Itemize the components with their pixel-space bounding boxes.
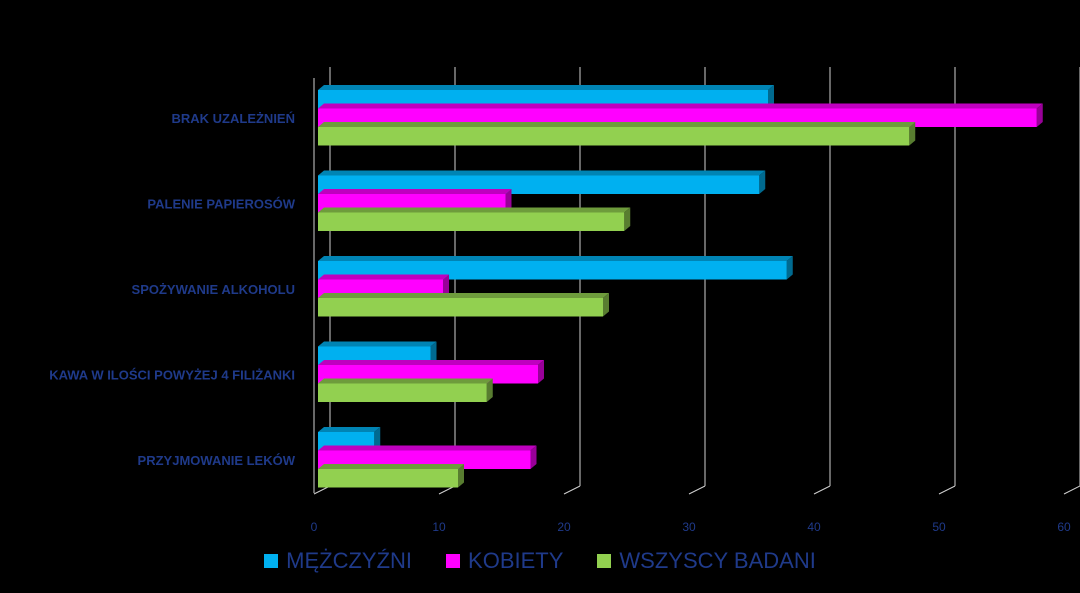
bar-top	[318, 445, 537, 451]
legend-label: KOBIETY	[468, 548, 564, 573]
bar-front	[318, 383, 487, 402]
category-label: PALENIE PAPIEROSÓW	[147, 196, 295, 211]
bar-side	[486, 378, 493, 402]
bar-top	[318, 293, 609, 298]
bar-front	[318, 469, 458, 488]
bar	[318, 207, 631, 231]
bar-top	[318, 464, 464, 469]
legend-label: MĘŻCZYŹNI	[286, 548, 413, 573]
gridline-floor	[938, 485, 956, 495]
bar-side	[603, 293, 609, 317]
category-label: SPOŻYWANIE ALKOHOLU	[132, 282, 295, 297]
x-tick-label: 0	[311, 520, 318, 534]
bar-front	[318, 212, 625, 231]
bar-side	[759, 170, 766, 194]
x-tick-label: 30	[682, 520, 696, 534]
bar-top	[318, 207, 631, 213]
gridline-floor	[563, 485, 581, 495]
category-label: BRAK UZALEŻNIEŃ	[172, 111, 296, 126]
bar-side	[624, 207, 631, 231]
x-tick-label: 20	[557, 520, 571, 534]
bar-side	[530, 445, 537, 469]
bar-top	[318, 103, 1043, 109]
bar-top	[318, 274, 449, 280]
bar-side	[909, 122, 916, 146]
legend-swatch	[446, 554, 461, 568]
bar-side	[443, 274, 449, 298]
bar-side	[458, 464, 464, 488]
bar-side	[430, 341, 437, 365]
gridline-floor	[1063, 485, 1080, 495]
bar-front	[318, 127, 910, 146]
legend-item: WSZYSCY BADANI	[597, 548, 816, 574]
legend-swatch	[264, 554, 279, 568]
bar-side	[1036, 103, 1043, 127]
bar-front	[318, 298, 603, 317]
bar-top	[318, 341, 437, 347]
bar-side	[374, 427, 381, 451]
gridline-floor	[813, 485, 831, 495]
bar-top	[318, 189, 512, 194]
bar-side	[768, 85, 774, 109]
category-label: KAWA W ILOŚCI POWYŻEJ 4 FILIŻANKI	[49, 367, 295, 382]
bar-top	[318, 378, 493, 384]
bar-top	[318, 85, 774, 90]
category-label: PRZYJMOWANIE LEKÓW	[138, 453, 296, 468]
x-tick-label: 10	[432, 520, 446, 534]
legend: MĘŻCZYŹNI KOBIETY WSZYSCY BADANI	[0, 548, 1080, 574]
bar-top	[318, 360, 544, 365]
bar-side	[505, 189, 512, 213]
tick-labels: 0 10 20 30 40 50 60	[311, 520, 1071, 534]
bar	[318, 293, 609, 317]
bar	[318, 122, 916, 146]
legend-item: MĘŻCZYŹNI	[264, 548, 412, 574]
bar-top	[318, 256, 793, 261]
x-tick-label: 50	[932, 520, 946, 534]
legend-label: WSZYSCY BADANI	[619, 548, 816, 573]
bar-side	[786, 256, 793, 280]
category-labels: BRAK UZALEŻNIEŃ PALENIE PAPIEROSÓW SPOŻYWA…	[49, 111, 296, 468]
bar-top	[318, 122, 916, 127]
bars	[318, 85, 1043, 488]
legend-swatch	[597, 554, 612, 568]
legend-item: KOBIETY	[446, 548, 563, 574]
x-tick-label: 40	[807, 520, 821, 534]
gridline-floor	[688, 485, 706, 495]
bar-side	[538, 360, 544, 384]
bar	[318, 378, 493, 402]
bar-top	[318, 170, 766, 176]
bar-top	[318, 427, 381, 432]
x-tick-label: 60	[1057, 520, 1071, 534]
bar	[318, 464, 464, 488]
